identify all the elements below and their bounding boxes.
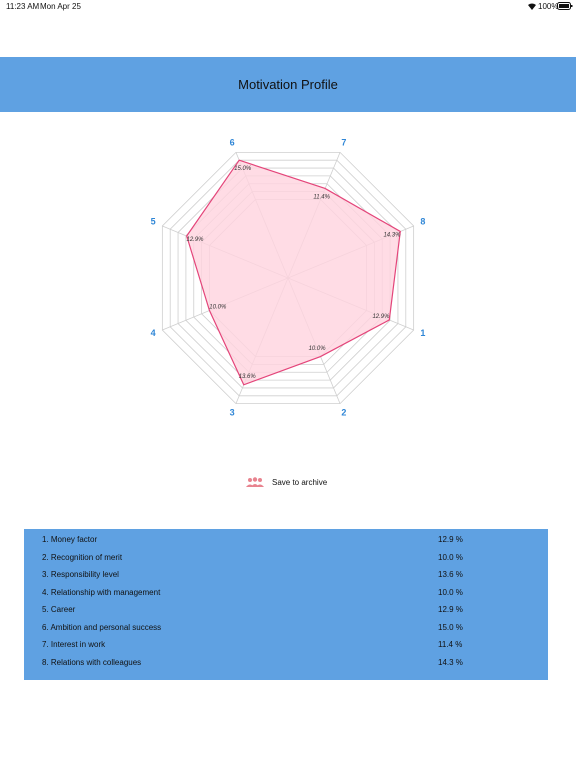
axis-label: 8 bbox=[420, 217, 425, 227]
axis-label: 6 bbox=[230, 137, 235, 147]
table-row: 2. Recognition of merit 10.0 % bbox=[42, 553, 542, 565]
time: 11:23 AM bbox=[6, 2, 40, 11]
value-label: 11.4% bbox=[313, 194, 330, 200]
factor-name: 5. Career bbox=[42, 605, 76, 614]
header-title: Motivation Profile bbox=[238, 77, 338, 92]
factor-name: 8. Relations with colleagues bbox=[42, 657, 142, 667]
radar-chart: 12.9% 10.0% 13.6% 10.0% 12.9% 15.0% 11.4% 14.3%… bbox=[151, 137, 426, 417]
results-table: 1. Money factor 12.9 % 2. Recognition of m… bbox=[24, 529, 548, 680]
factor-percent: 11.4 % bbox=[438, 640, 463, 649]
table-row: 5. Career 12.9 % bbox=[42, 605, 542, 617]
table-row: 3. Responsibility level 13.6 % bbox=[42, 570, 542, 582]
grid-ring bbox=[161, 151, 415, 405]
factor-percent: 13.6 % bbox=[438, 570, 463, 579]
header: Motivation Profile bbox=[0, 57, 576, 112]
people-icon bbox=[246, 477, 264, 487]
wifi-icon bbox=[528, 3, 536, 10]
table-row: 6. Ambition and personal success 15.0 % bbox=[42, 623, 542, 635]
factor-percent: 15.0 % bbox=[438, 622, 463, 632]
factor-name: 3. Responsibility level bbox=[42, 570, 119, 579]
axis-label: 5 bbox=[151, 217, 156, 227]
factor-percent: 12.9 % bbox=[438, 605, 463, 614]
table-row: 1. Money factor 12.9 % bbox=[42, 535, 542, 547]
axis-label: 7 bbox=[341, 137, 346, 147]
axis-label: 1 bbox=[420, 328, 425, 338]
data-area bbox=[186, 159, 401, 386]
axis-label: 2 bbox=[341, 407, 346, 417]
value-label: 14.3% bbox=[383, 233, 401, 239]
date: Mon Apr 25 bbox=[40, 2, 81, 11]
factor-percent: 10.0 % bbox=[438, 587, 463, 597]
factor-percent: 12.9 % bbox=[438, 535, 463, 544]
factor-percent: 10.0 % bbox=[438, 552, 463, 562]
factor-name: 7. Interest in work bbox=[42, 640, 106, 649]
axis-label: 3 bbox=[230, 407, 235, 417]
battery-icon bbox=[557, 2, 573, 10]
value-label: 12.9% bbox=[187, 237, 205, 243]
table-row: 8. Relations with colleagues 14.3 % bbox=[42, 658, 542, 670]
factor-name: 2. Recognition of merit bbox=[42, 552, 123, 562]
save-label: Save to archive bbox=[272, 477, 328, 487]
factor-percent: 14.3 % bbox=[438, 657, 463, 667]
battery-level: 100% bbox=[538, 2, 559, 11]
value-label: 15.0% bbox=[234, 166, 252, 172]
table-row: 4. Relationship with management 10.0 % bbox=[42, 588, 542, 600]
value-label: 10.0% bbox=[309, 346, 327, 352]
table-row: 7. Interest in work 11.4 % bbox=[42, 640, 542, 652]
save-button[interactable]: Save to archive bbox=[246, 474, 327, 490]
value-label: 10.0% bbox=[209, 305, 227, 311]
value-label: 12.9% bbox=[372, 314, 390, 320]
status-bar: 11:23 AM Mon Apr 25 100% bbox=[0, 0, 576, 14]
factor-name: 4. Relationship with management bbox=[42, 587, 161, 597]
axis-label: 4 bbox=[151, 328, 156, 338]
factor-name: 1. Money factor bbox=[42, 535, 98, 544]
factor-name: 6. Ambition and personal success bbox=[42, 622, 162, 632]
value-label: 13.6% bbox=[239, 374, 257, 380]
